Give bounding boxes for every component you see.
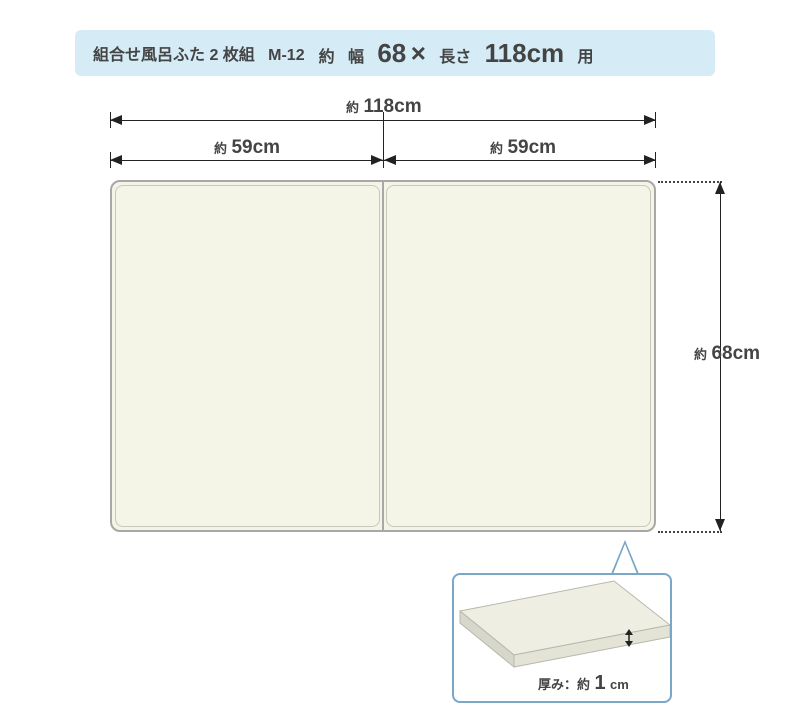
panel-left bbox=[115, 185, 380, 527]
panel-divider bbox=[382, 182, 384, 530]
dim-tick bbox=[110, 152, 111, 168]
header-length-label: 長さ bbox=[439, 49, 471, 66]
header-model: M-12 bbox=[268, 47, 304, 64]
header-width-label: 幅 bbox=[348, 49, 364, 66]
header-approx: 約 bbox=[319, 49, 335, 66]
label-approx: 約 bbox=[490, 141, 503, 156]
header-width-value: 68 bbox=[377, 38, 406, 68]
dotted-ext-bottom bbox=[658, 531, 722, 533]
thickness-unit: cm bbox=[610, 677, 629, 692]
arrow-left-icon bbox=[110, 115, 122, 125]
label-approx: 約 bbox=[214, 141, 227, 156]
dim-label-top-left: 約 59cm bbox=[214, 137, 280, 159]
dim-label-top-total: 約 118cm bbox=[346, 96, 422, 118]
arrow-left-icon bbox=[110, 155, 122, 165]
label-value: 68cm bbox=[711, 343, 760, 364]
dim-line-top-halves bbox=[110, 160, 656, 161]
label-value: 59cm bbox=[231, 137, 280, 158]
label-approx: 約 bbox=[694, 347, 707, 362]
arrow-up-icon bbox=[715, 182, 725, 194]
label-value: 118cm bbox=[363, 96, 421, 117]
arrow-right-icon bbox=[371, 155, 383, 165]
arrow-down-icon bbox=[715, 519, 725, 531]
header-dimensions: 約 幅 68 × 長さ 118cm 用 bbox=[319, 38, 594, 69]
dotted-ext-top bbox=[658, 181, 722, 183]
header-product: 組合せ風呂ふた 2 枚組 M-12 bbox=[93, 41, 305, 65]
label-approx: 約 bbox=[346, 100, 359, 115]
header-product-name: 組合せ風呂ふた 2 枚組 bbox=[93, 47, 255, 64]
header-length-value: 118cm bbox=[485, 38, 565, 68]
dim-tick bbox=[655, 152, 656, 168]
thickness-value: 1 bbox=[594, 672, 605, 694]
thickness-label: 厚み：約 1 cm bbox=[538, 672, 629, 695]
times-symbol: × bbox=[411, 38, 426, 68]
panel-right bbox=[386, 185, 651, 527]
thickness-prefix: 厚み：約 bbox=[538, 677, 590, 692]
header-suffix: 用 bbox=[578, 49, 594, 66]
dim-label-right: 約 68cm bbox=[694, 343, 760, 365]
arrow-left-icon bbox=[384, 155, 396, 165]
dim-tick bbox=[655, 112, 656, 128]
callout-tail-inner bbox=[613, 544, 637, 574]
header-bar: 組合せ風呂ふた 2 枚組 M-12 約 幅 68 × 長さ 118cm 用 bbox=[75, 30, 715, 76]
bath-lid-panels bbox=[110, 180, 656, 532]
dim-label-top-right: 約 59cm bbox=[490, 137, 556, 159]
dim-tick bbox=[110, 112, 111, 128]
label-value: 59cm bbox=[507, 137, 556, 158]
